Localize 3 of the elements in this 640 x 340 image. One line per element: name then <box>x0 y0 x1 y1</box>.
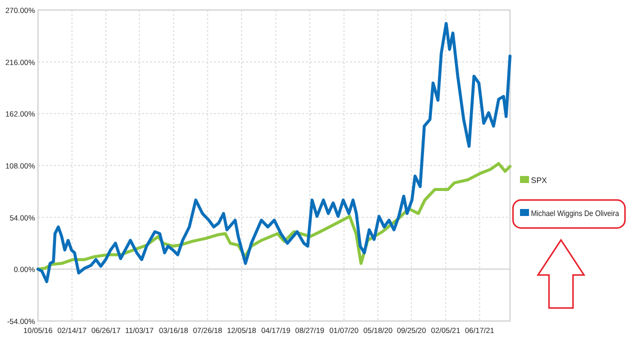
line-series <box>36 22 512 284</box>
legend-label: SPX <box>531 176 548 185</box>
legend-label: Michael Wiggins De Oliveira <box>531 209 632 218</box>
